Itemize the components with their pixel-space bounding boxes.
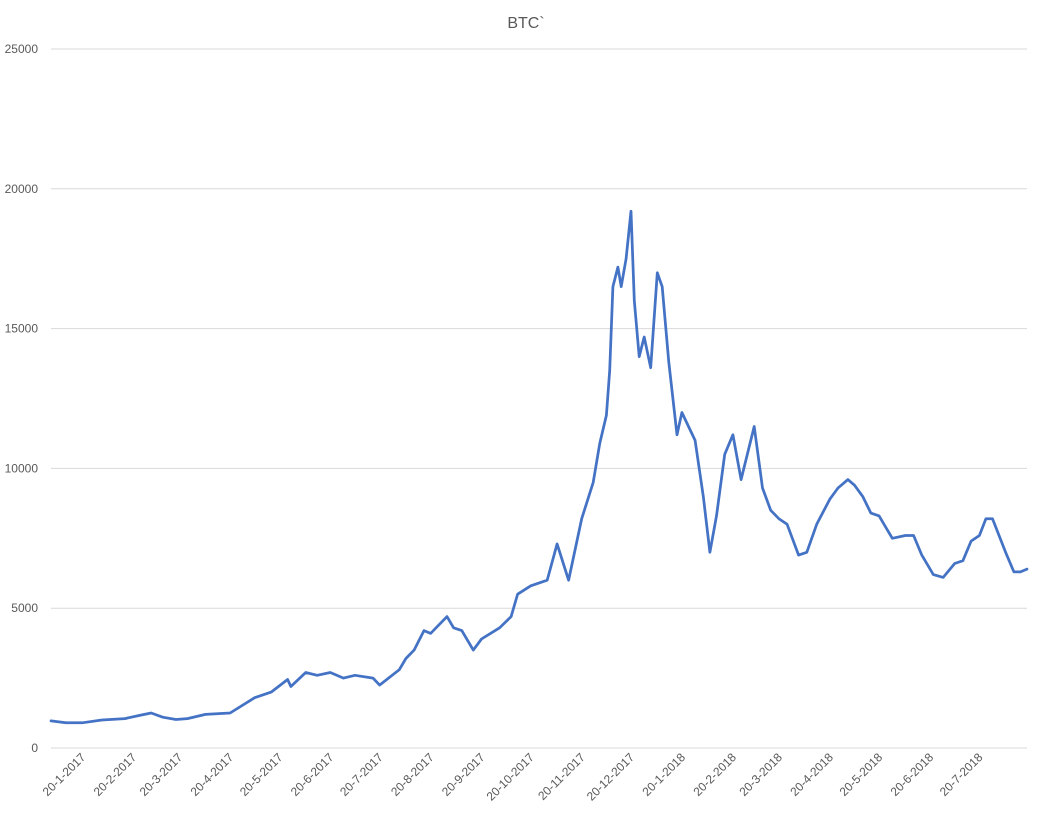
x-tick-label: 20-5-2017: [237, 750, 286, 799]
y-axis: 0 5000 10000 15000 20000 25000: [5, 42, 39, 755]
series-layer: [49, 209, 1029, 725]
gridlines: [51, 48, 1027, 609]
x-tick-label: 20-12-2017: [584, 750, 638, 804]
x-tick-label: 20-5-2018: [837, 750, 886, 799]
y-tick-label: 15000: [5, 322, 39, 336]
y-tick-label: 5000: [11, 601, 38, 615]
y-tick-label: 25000: [5, 42, 39, 56]
x-tick-label: 20-4-2018: [787, 750, 836, 799]
x-tick-label: 20-11-2017: [535, 750, 588, 803]
x-tick-label: 20-2-2017: [91, 750, 140, 799]
series-line: [49, 209, 1029, 725]
x-tick-label: 20-6-2018: [888, 750, 937, 799]
x-tick-label: 20-1-2018: [639, 750, 688, 799]
x-tick-label: 20-3-2017: [137, 750, 186, 799]
x-tick-label: 20-10-2017: [484, 750, 538, 804]
x-tick-label: 20-1-2017: [40, 750, 89, 799]
x-tick-label: 20-3-2018: [736, 750, 785, 799]
x-tick-label: 20-4-2017: [188, 750, 237, 799]
y-tick-label: 10000: [5, 461, 39, 475]
x-tick-label: 20-8-2017: [388, 750, 437, 799]
y-tick-label: 20000: [5, 182, 39, 196]
chart-title: BTC`: [507, 15, 544, 32]
x-tick-label: 20-9-2017: [439, 750, 488, 799]
x-tick-label: 20-6-2017: [288, 750, 337, 799]
y-tick-label: 0: [31, 741, 38, 755]
x-tick-label: 20-7-2018: [937, 750, 986, 799]
x-tick-label: 20-7-2017: [337, 750, 386, 799]
x-tick-label: 20-2-2018: [690, 750, 739, 799]
